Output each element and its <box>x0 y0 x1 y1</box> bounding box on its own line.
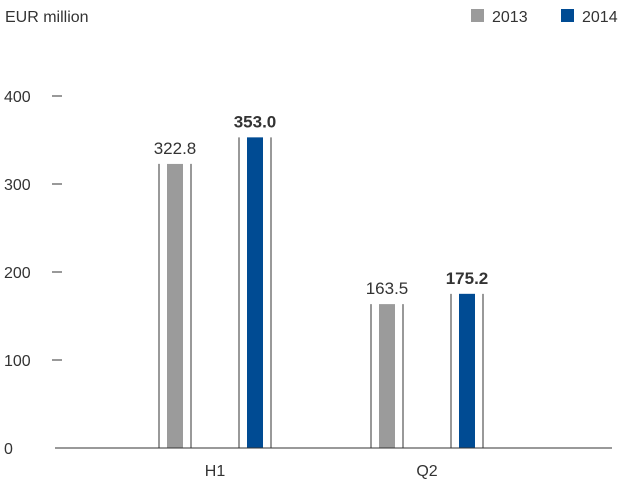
legend-swatch-2014 <box>561 9 574 22</box>
unit-label: EUR million <box>5 9 89 26</box>
bar-2014-h1 <box>247 137 263 449</box>
y-tick-label-300: 300 <box>4 177 31 194</box>
data-label-2014-q2: 175.2 <box>446 269 489 288</box>
y-tick-label-100: 100 <box>4 353 31 370</box>
legend: 2013 2014 <box>471 9 618 26</box>
legend-item-2013: 2013 <box>471 9 528 26</box>
data-label-2013-h1: 322.8 <box>154 139 197 158</box>
bar-2013-h1 <box>167 163 183 448</box>
data-label-2014-h1: 353.0 <box>234 112 277 131</box>
y-tick-label-0: 0 <box>4 441 13 458</box>
data-label-2013-q2: 163.5 <box>366 279 409 298</box>
bar-2013-q2 <box>379 304 395 448</box>
legend-swatch-2013 <box>471 9 484 22</box>
y-axis: 0 100 200 300 400 <box>4 89 62 458</box>
legend-item-2014: 2014 <box>561 9 618 26</box>
x-tick-label-h1: H1 <box>205 463 226 480</box>
y-tick-label-400: 400 <box>4 89 31 106</box>
legend-label-2013: 2013 <box>492 9 528 26</box>
bars: 322.8 353.0 163.5 175.2 <box>154 112 489 449</box>
bar-2014-q2 <box>459 293 475 448</box>
legend-label-2014: 2014 <box>582 9 618 26</box>
x-axis: H1 Q2 <box>205 463 438 480</box>
y-tick-label-200: 200 <box>4 265 31 282</box>
x-tick-label-q2: Q2 <box>416 463 437 480</box>
